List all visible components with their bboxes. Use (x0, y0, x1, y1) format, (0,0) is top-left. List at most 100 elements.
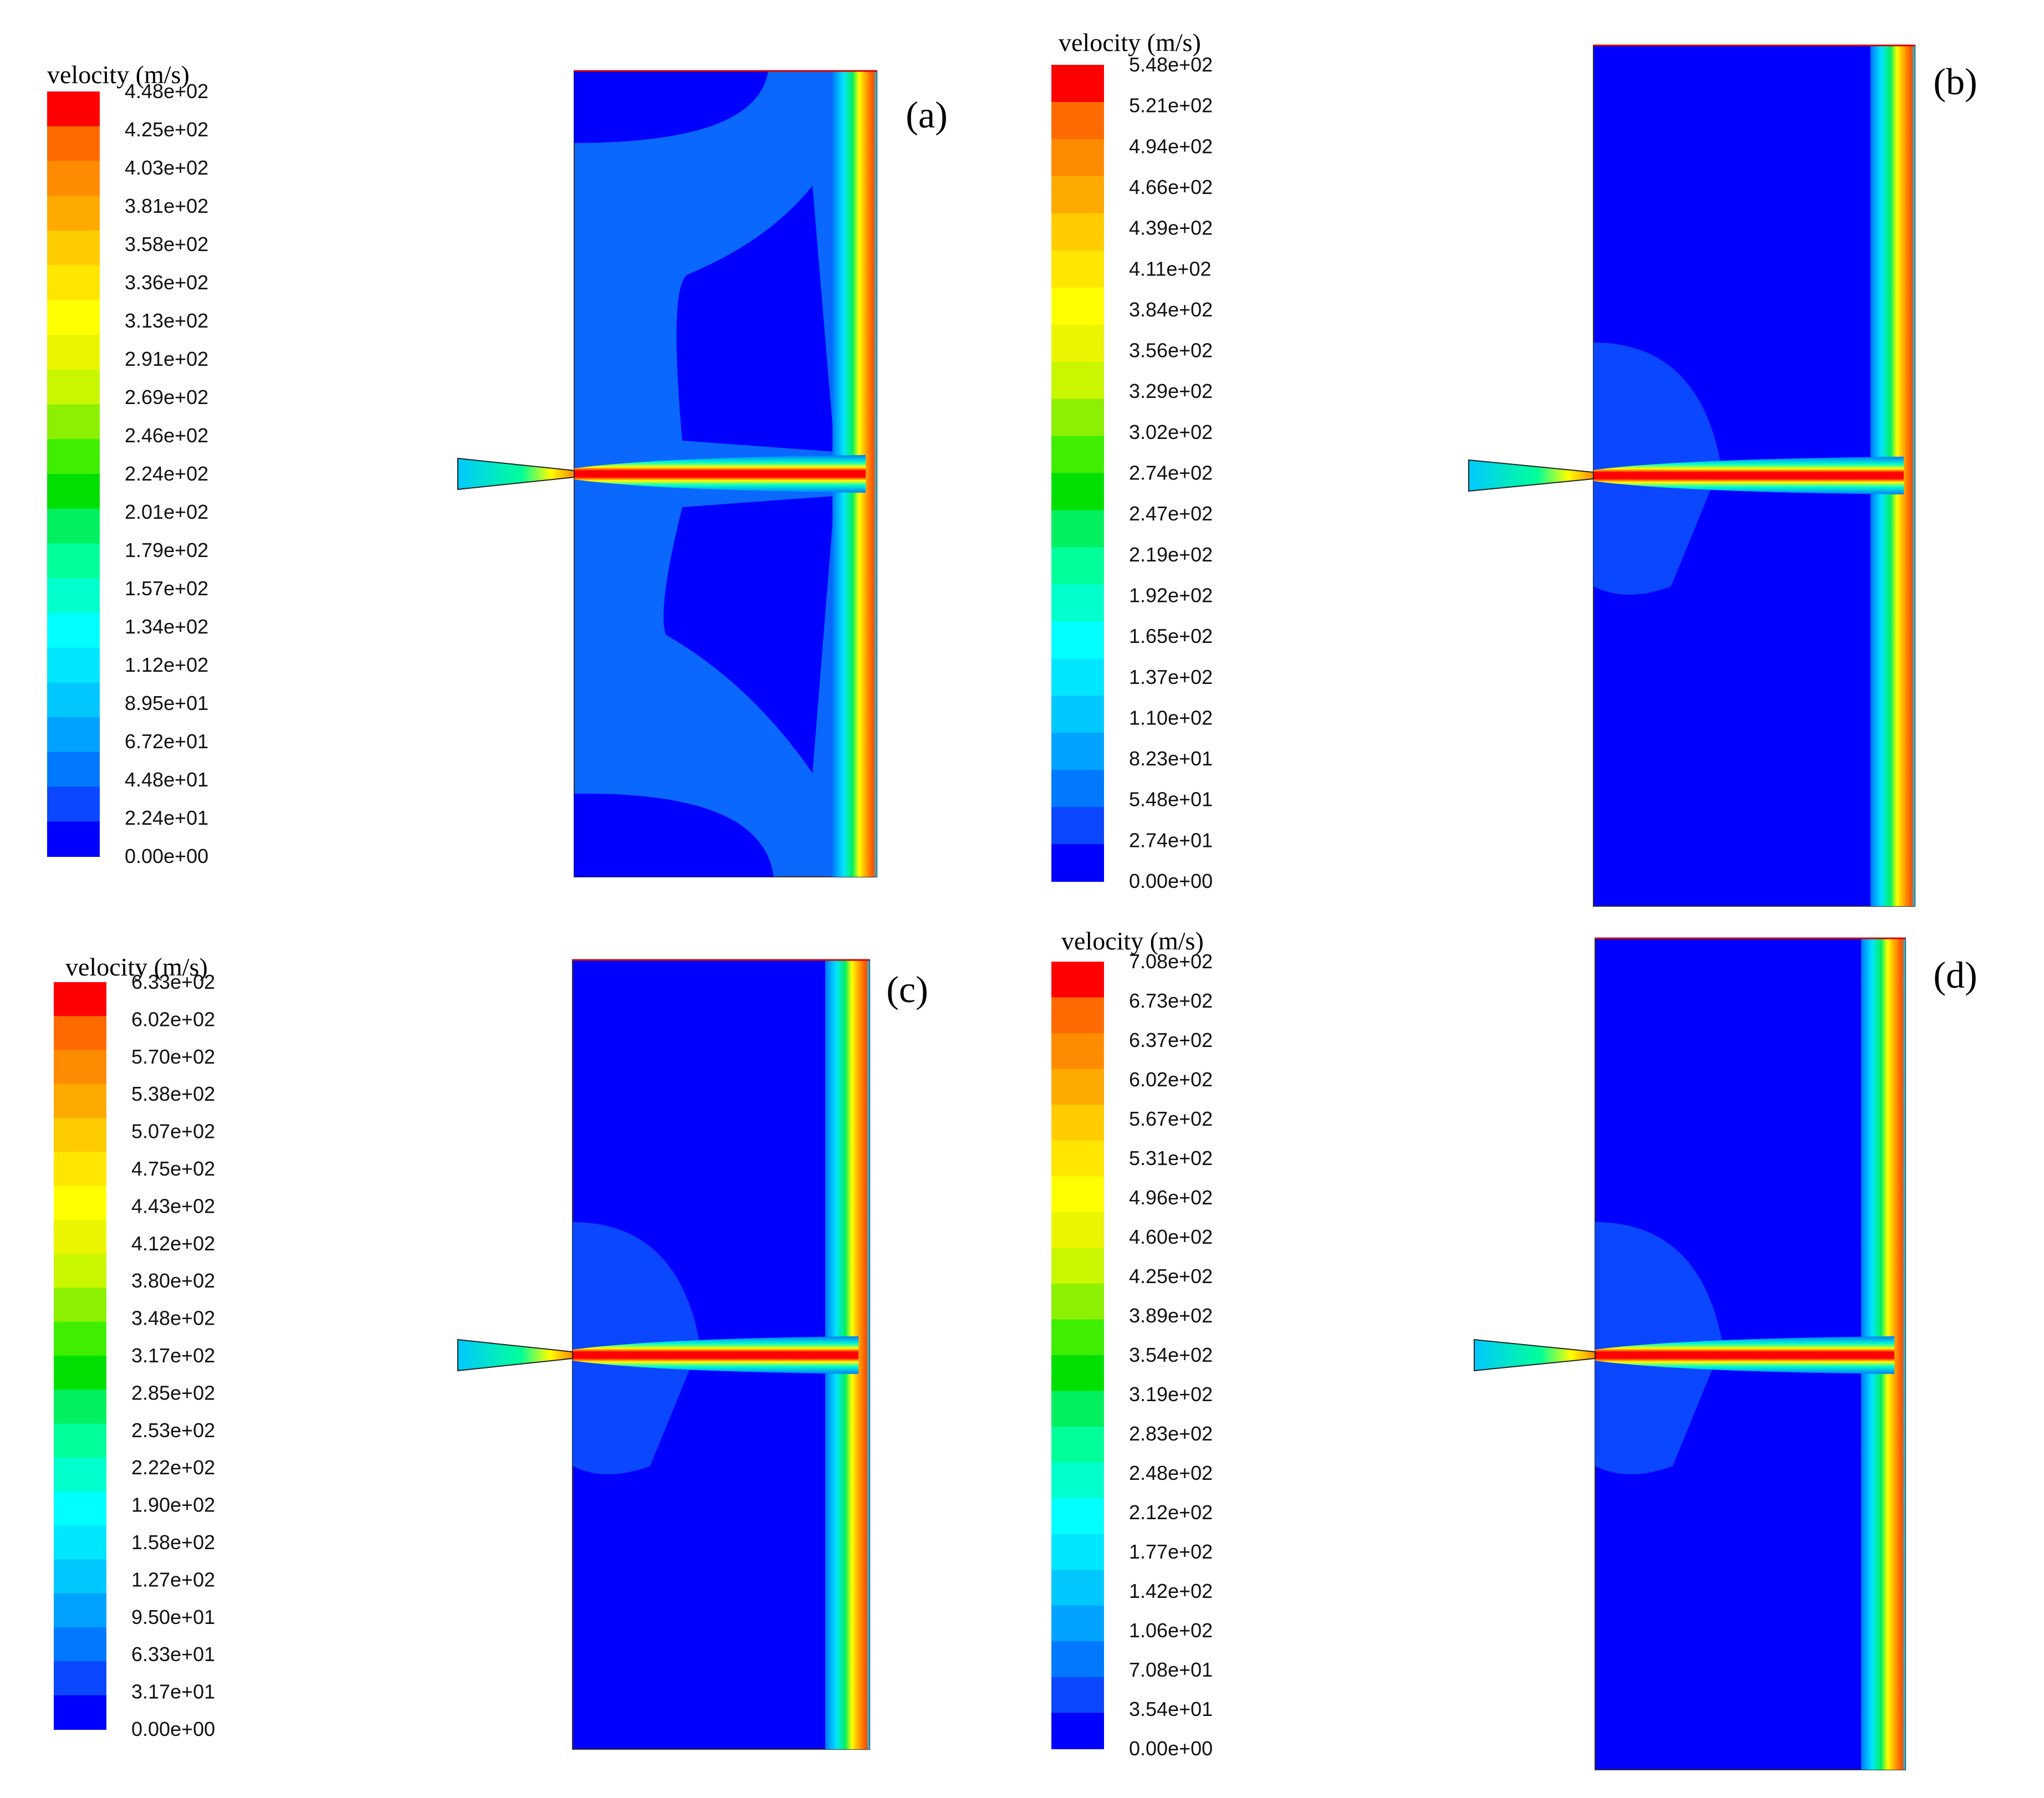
colorbar-tick-label: 4.75e+02 (131, 1157, 215, 1180)
colorbar-swatch (54, 1219, 106, 1255)
colorbar-tick-label: 1.65e+02 (1129, 625, 1213, 647)
colorbar-swatch (1051, 213, 1104, 251)
colorbar-swatch (1051, 1319, 1104, 1356)
colorbar-tick-label: 3.81e+02 (125, 195, 208, 217)
colorbar-tick-label: 9.50e+01 (131, 1606, 215, 1628)
panel-label: (a) (906, 94, 947, 136)
central-jet (573, 1336, 859, 1374)
colorbar-legend: velocity (m/s)6.33e+02 6.02e+02 5.70e+02 5.… (54, 953, 215, 1740)
colorbar-swatch (1051, 1069, 1104, 1106)
central-jet (1595, 1336, 1894, 1374)
colorbar-tick-label: 2.91e+02 (125, 348, 208, 370)
colorbar-swatch (47, 335, 100, 370)
colorbar-swatch (1051, 399, 1104, 437)
colorbar-tick-label: 3.54e+01 (1129, 1698, 1213, 1720)
contour-domain (574, 70, 877, 877)
colorbar-tick-label: 6.73e+02 (1129, 989, 1213, 1012)
colorbar-swatch (1051, 1534, 1104, 1571)
colorbar-tick-label: 3.29e+02 (1129, 380, 1213, 402)
colorbar-swatch (47, 230, 100, 266)
colorbar-tick-label: 5.48e+02 (1129, 53, 1213, 76)
panel-c: velocity (m/s)6.33e+02 6.02e+02 5.70e+02 5.… (54, 953, 928, 1750)
colorbar-tick-label: 2.85e+02 (131, 1381, 215, 1404)
colorbar-tick-label: 4.03e+02 (125, 156, 208, 179)
colorbar-swatch (1051, 1641, 1104, 1678)
colorbar-swatch (1051, 1498, 1104, 1535)
panel-label: (b) (1933, 60, 1977, 103)
panel-a: velocity (m/s)4.48e+02 4.25e+02 4.03e+02 3.… (47, 60, 948, 877)
colorbar-swatch (54, 1321, 106, 1356)
colorbar-tick-label: 4.11e+02 (1129, 257, 1211, 280)
colorbar-swatch (1051, 770, 1104, 808)
colorbar-swatch (1051, 65, 1104, 103)
colorbar-swatch (1051, 1462, 1104, 1499)
colorbar-tick-label: 4.60e+02 (1129, 1225, 1213, 1248)
colorbar-swatch (47, 369, 100, 405)
colorbar-tick-label: 3.19e+02 (1129, 1383, 1213, 1406)
colorbar-swatch (54, 1186, 106, 1220)
low-velocity-region (574, 793, 774, 877)
colorbar-swatch (1051, 1248, 1104, 1284)
colorbar-swatch (1051, 1283, 1104, 1320)
colorbar-tick-label: 4.66e+02 (1129, 176, 1213, 198)
colorbar-swatch (47, 717, 100, 753)
contour-domain (572, 959, 870, 1750)
colorbar-tick-label: 6.02e+02 (131, 1008, 215, 1030)
colorbar-tick-label: 7.08e+02 (1129, 950, 1213, 973)
colorbar-swatch (1051, 997, 1104, 1034)
colorbar-swatch (47, 647, 100, 683)
legend-title: velocity (m/s) (65, 953, 208, 981)
colorbar-tick-label: 3.80e+02 (131, 1269, 215, 1292)
colorbar-tick-label: 0.00e+00 (1129, 870, 1213, 892)
colorbar-swatch (1051, 1105, 1104, 1141)
colorbar-tick-label: 2.83e+02 (1129, 1422, 1213, 1445)
colorbar-tick-label: 1.90e+02 (131, 1494, 215, 1516)
colorbar-tick-label: 1.27e+02 (131, 1568, 215, 1591)
colorbar-tick-label: 2.69e+02 (125, 386, 208, 408)
low-velocity-region (676, 186, 835, 452)
colorbar-swatch (47, 196, 100, 231)
legend-title: velocity (m/s) (1061, 927, 1204, 955)
colorbar-tick-label: 3.17e+02 (131, 1344, 215, 1367)
colorbar-tick-label: 6.72e+01 (125, 730, 208, 753)
colorbar-legend: velocity (m/s)7.08e+02 6.73e+02 6.37e+02 6.… (1051, 927, 1213, 1760)
panels-layer: velocity (m/s)4.48e+024.25e+024.03e+023.… (47, 28, 1977, 1770)
contour-domain (1593, 44, 1915, 907)
low-velocity-region (574, 71, 768, 143)
colorbar-legend: velocity (m/s)5.48e+02 5.21e+02 4.94e+02 4.… (1051, 28, 1213, 892)
colorbar-tick-label: 1.79e+02 (125, 539, 208, 561)
colorbar-swatch (1051, 101, 1104, 140)
colorbar-tick-label: 4.96e+02 (1129, 1186, 1213, 1209)
colorbar-tick-label: 2.01e+02 (125, 500, 208, 523)
colorbar-swatch (1051, 621, 1104, 660)
colorbar-tick-label: 5.38e+02 (131, 1082, 215, 1105)
colorbar-swatch (1051, 1677, 1104, 1714)
colorbar-swatch (47, 265, 100, 301)
colorbar-tick-label: 4.43e+02 (131, 1194, 215, 1217)
colorbar-tick-label: 2.53e+02 (131, 1419, 215, 1442)
colorbar-tick-label: 1.10e+02 (1129, 706, 1213, 729)
colorbar-swatch (54, 982, 106, 1017)
colorbar-tick-label: 1.06e+02 (1129, 1619, 1213, 1642)
colorbar-swatch (54, 1627, 106, 1662)
colorbar-swatch (54, 1695, 106, 1730)
panel-b: velocity (m/s)5.48e+02 5.21e+02 4.94e+02 4.… (1051, 28, 1977, 907)
colorbar-tick-label: 6.33e+01 (131, 1643, 215, 1666)
colorbar-tick-label: 1.12e+02 (125, 653, 208, 676)
colorbar-tick-label: 1.37e+02 (1129, 666, 1213, 688)
colorbar-tick-label: 3.36e+02 (125, 271, 208, 294)
colorbar-swatch (1051, 1212, 1104, 1249)
colorbar-tick-label: 5.70e+02 (131, 1045, 215, 1068)
nozzle (457, 1339, 573, 1372)
legend-title: velocity (m/s) (47, 60, 190, 89)
colorbar-tick-label: 2.46e+02 (125, 424, 208, 447)
colorbar-tick-label: 1.58e+02 (131, 1531, 215, 1554)
colorbar-swatch (54, 1661, 106, 1696)
colorbar-tick-label: 1.92e+02 (1129, 584, 1213, 606)
colorbar-tick-label: 3.84e+02 (1129, 298, 1213, 321)
colorbar-tick-label: 1.77e+02 (1129, 1540, 1213, 1563)
colorbar-swatch (1051, 436, 1104, 474)
colorbar-tick-label: 0.00e+00 (1129, 1737, 1213, 1760)
colorbar-tick-label: 5.31e+02 (1129, 1147, 1213, 1169)
